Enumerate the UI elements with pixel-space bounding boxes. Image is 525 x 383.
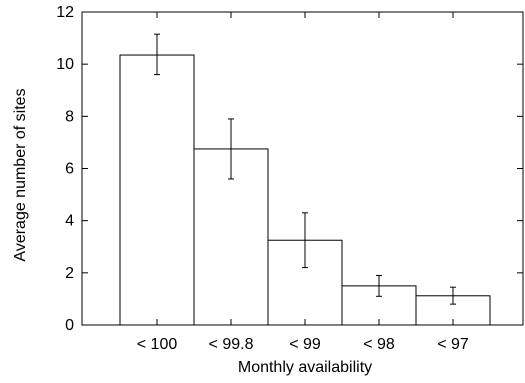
x-tick-label: < 97: [437, 336, 469, 353]
x-tick-label: < 98: [363, 336, 395, 353]
y-axis-label: Average number of sites: [12, 88, 29, 261]
y-tick-label: 10: [56, 56, 74, 73]
x-tick-label: < 99.8: [209, 336, 254, 353]
bar: [119, 54, 195, 326]
y-tick-label: 6: [65, 161, 74, 178]
x-tick-label: < 99: [289, 336, 321, 353]
plot-layer: 0 2 4 6 8 10 12 < 100 < 99.8 < 99 < 98 < 97: [56, 4, 524, 353]
y-tick-label: 2: [65, 265, 74, 282]
y-tick-label: 4: [65, 213, 74, 230]
x-axis-label: Monthly availability: [238, 359, 372, 376]
x-tick-label: < 100: [137, 336, 178, 353]
y-tick-label: 8: [65, 108, 74, 125]
y-tick-label: 0: [65, 317, 74, 334]
y-tick-label: 12: [56, 4, 74, 21]
